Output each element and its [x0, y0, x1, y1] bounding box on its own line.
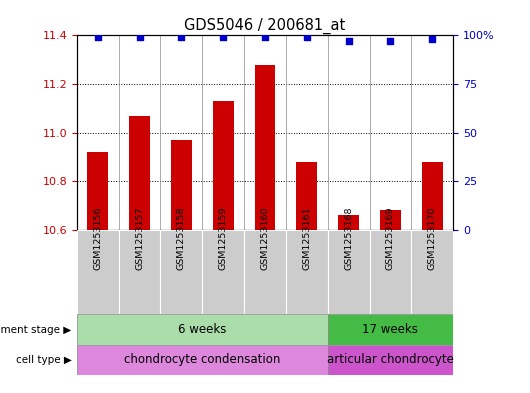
Point — [344, 38, 353, 44]
Bar — [161, 230, 202, 314]
Text: 6 weeks: 6 weeks — [178, 323, 226, 336]
Bar — [254, 64, 276, 230]
Point — [177, 34, 186, 40]
Bar — [171, 140, 192, 230]
Text: GSM1253161: GSM1253161 — [302, 207, 311, 270]
Point — [135, 34, 144, 40]
Bar — [129, 116, 150, 230]
Point — [386, 38, 395, 44]
Point — [219, 34, 227, 40]
Text: articular chondrocyte: articular chondrocyte — [327, 353, 454, 366]
Bar — [213, 101, 234, 230]
Text: GSM1253159: GSM1253159 — [219, 207, 228, 270]
Bar — [422, 162, 443, 230]
Bar — [77, 314, 328, 345]
Text: cell type ▶: cell type ▶ — [16, 355, 72, 365]
Point — [303, 34, 311, 40]
Bar — [411, 230, 453, 314]
Bar — [328, 345, 453, 375]
Bar — [338, 215, 359, 230]
Text: GSM1253157: GSM1253157 — [135, 207, 144, 270]
Bar — [328, 314, 453, 345]
Bar — [77, 230, 119, 314]
Bar — [380, 210, 401, 230]
Point — [93, 34, 102, 40]
Bar — [296, 162, 317, 230]
Bar — [286, 230, 328, 314]
Text: GSM1253160: GSM1253160 — [261, 207, 269, 270]
Bar — [328, 230, 369, 314]
Bar — [202, 230, 244, 314]
Text: GSM1253169: GSM1253169 — [386, 207, 395, 270]
Text: GSM1253170: GSM1253170 — [428, 207, 437, 270]
Text: development stage ▶: development stage ▶ — [0, 325, 72, 334]
Text: GSM1253158: GSM1253158 — [177, 207, 186, 270]
Text: chondrocyte condensation: chondrocyte condensation — [124, 353, 280, 366]
Point — [261, 34, 269, 40]
Bar — [119, 230, 161, 314]
Bar — [77, 345, 328, 375]
Point — [428, 36, 437, 42]
Text: GSM1253168: GSM1253168 — [344, 207, 353, 270]
Bar — [369, 230, 411, 314]
Bar — [87, 152, 108, 230]
Text: 17 weeks: 17 weeks — [363, 323, 418, 336]
Title: GDS5046 / 200681_at: GDS5046 / 200681_at — [184, 18, 346, 34]
Text: GSM1253156: GSM1253156 — [93, 207, 102, 270]
Bar — [244, 230, 286, 314]
